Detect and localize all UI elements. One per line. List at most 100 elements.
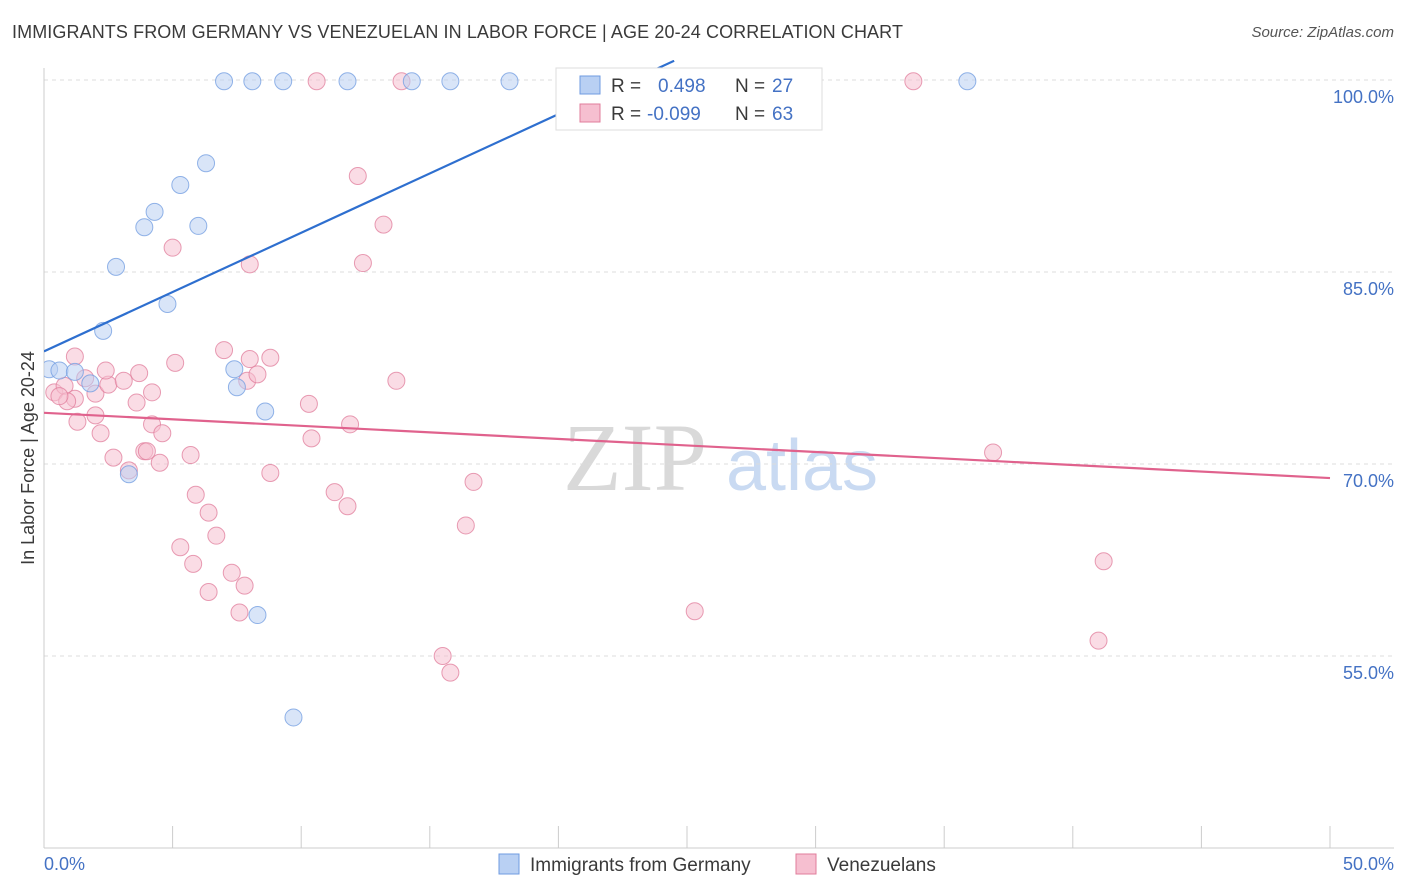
watermark-zip: ZIP (563, 404, 707, 511)
y-tick-label-2: 70.0% (1343, 471, 1394, 491)
point-venezuelans-27 (341, 415, 360, 434)
point-venezuelans-54 (1094, 552, 1113, 571)
point-venezuelans-16 (114, 371, 133, 390)
series-legend-swatch-venezuelans (795, 853, 817, 875)
y-tick-label-3: 55.0% (1343, 663, 1394, 683)
point-venezuelans-19 (215, 341, 234, 360)
point-germany-15 (145, 202, 164, 221)
legend-r-label-venezuelans: R = (611, 104, 641, 125)
point-venezuelans-46 (904, 72, 923, 91)
series-legend: Immigrants from Germany Venezuelans (498, 853, 936, 876)
series-legend-swatch-germany (498, 853, 520, 875)
legend-n-label-venezuelans: N = (735, 104, 765, 125)
legend-r-value-germany: 0.498 (658, 76, 706, 97)
point-venezuelans-7 (96, 361, 115, 380)
x-tick-labels: 0.0% 50.0% (44, 854, 1394, 874)
point-venezuelans-43 (248, 365, 267, 384)
point-venezuelans-41 (230, 603, 249, 622)
point-germany-21 (225, 360, 244, 379)
y-tick-label-0: 100.0% (1333, 87, 1394, 107)
point-germany-1 (50, 361, 69, 380)
point-venezuelans-37 (184, 554, 203, 573)
point-venezuelans-52 (685, 602, 704, 621)
watermark-atlas: atlas (726, 426, 878, 506)
point-venezuelans-35 (207, 526, 226, 545)
point-venezuelans-62 (50, 387, 69, 406)
point-germany-3 (81, 374, 100, 393)
point-germany-16 (189, 216, 208, 235)
point-venezuelans-14 (150, 453, 169, 472)
point-venezuelans-50 (433, 647, 452, 665)
point-venezuelans-34 (199, 503, 218, 522)
legend-n-value-venezuelans: 63 (772, 104, 793, 125)
point-venezuelans-55 (1089, 631, 1108, 650)
point-venezuelans-38 (199, 583, 218, 601)
point-venezuelans-24 (302, 429, 321, 448)
point-germany-8 (402, 72, 421, 91)
stats-legend: R = 0.498 N = 27 R = -0.099 N = 63 (555, 67, 823, 131)
point-venezuelans-9 (130, 364, 149, 383)
series-legend-label-germany: Immigrants from Germany (530, 855, 751, 876)
x-tick-label-0: 0.0% (44, 854, 85, 874)
point-venezuelans-59 (153, 424, 172, 443)
point-venezuelans-25 (325, 483, 344, 502)
point-venezuelans-23 (299, 394, 318, 413)
trend-line-venezuelans (44, 411, 1331, 480)
legend-swatch-germany (579, 75, 601, 95)
watermark: ZIP atlas (563, 404, 878, 511)
axes (43, 68, 1394, 849)
point-venezuelans-56 (68, 412, 87, 431)
point-venezuelans-49 (464, 472, 483, 491)
point-venezuelans-57 (91, 424, 110, 443)
point-venezuelans-22 (261, 348, 280, 367)
point-germany-22 (256, 402, 275, 421)
point-venezuelans-21 (240, 350, 259, 369)
y-tick-label-1: 85.0% (1343, 279, 1394, 299)
point-venezuelans-53 (984, 443, 1003, 462)
point-venezuelans-36 (171, 538, 190, 557)
point-venezuelans-44 (307, 72, 326, 91)
point-venezuelans-15 (143, 383, 162, 402)
point-germany-18 (107, 257, 126, 276)
point-venezuelans-30 (374, 215, 393, 234)
point-venezuelans-61 (127, 393, 146, 412)
point-germany-23 (119, 465, 138, 484)
point-venezuelans-8 (65, 347, 84, 366)
legend-n-value-germany: 27 (772, 76, 793, 97)
point-venezuelans-32 (181, 446, 200, 465)
x-tick-label-1: 50.0% (1343, 854, 1394, 874)
point-venezuelans-29 (353, 254, 372, 273)
y-gridlines (44, 79, 1394, 657)
point-germany-12 (958, 72, 977, 91)
point-germany-17 (135, 218, 154, 237)
point-venezuelans-26 (338, 497, 357, 516)
point-germany-9 (441, 72, 460, 91)
data-points (44, 72, 1113, 727)
point-venezuelans-40 (235, 576, 254, 595)
legend-swatch-venezuelans (579, 103, 601, 123)
point-germany-24 (248, 606, 267, 625)
legend-n-label-germany: N = (735, 76, 765, 97)
point-venezuelans-39 (222, 563, 241, 582)
point-germany-13 (197, 154, 216, 173)
point-venezuelans-31 (387, 371, 406, 390)
point-venezuelans-18 (163, 238, 182, 257)
point-germany-26 (227, 378, 246, 397)
point-germany-14 (171, 175, 190, 194)
point-germany-5 (243, 72, 262, 91)
y-tick-labels: 100.0% 85.0% 70.0% 55.0% (1333, 87, 1394, 683)
point-venezuelans-58 (137, 442, 156, 461)
series-legend-label-venezuelans: Venezuelans (827, 855, 936, 876)
point-germany-2 (65, 362, 84, 381)
legend-r-value-venezuelans: -0.099 (647, 104, 701, 125)
source-credit: Source: ZipAtlas.com (1251, 24, 1394, 41)
point-germany-7 (338, 72, 357, 91)
point-germany-10 (500, 72, 519, 91)
point-germany-25 (284, 708, 303, 727)
point-venezuelans-48 (456, 516, 475, 535)
y-axis-label: In Labor Force | Age 20-24 (18, 351, 38, 565)
point-germany-6 (274, 72, 293, 91)
point-venezuelans-17 (166, 353, 185, 372)
point-venezuelans-28 (348, 167, 367, 185)
